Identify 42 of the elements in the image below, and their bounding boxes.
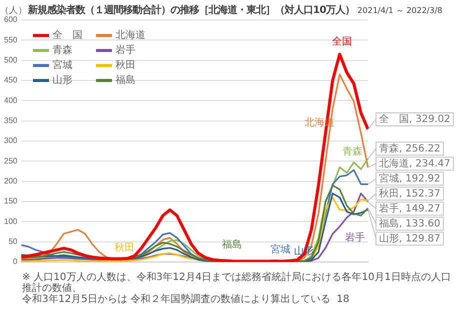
data-label: 宮城, 192.92 bbox=[379, 172, 440, 184]
y-tick-label: 300 bbox=[4, 136, 18, 146]
data-label: 岩手, 149.27 bbox=[379, 202, 440, 214]
y-tick-label: 600 bbox=[4, 15, 18, 24]
y-tick-label: 250 bbox=[4, 156, 18, 166]
legend-label: 山形 bbox=[51, 74, 74, 87]
legend-label: 秋田 bbox=[114, 58, 136, 72]
y-tick-label: 350 bbox=[4, 116, 18, 126]
text: ※ 人口10万人の人数は、令和3年12月4日までは総務省統計局における各年10月1日時点の人口推計の数値、 bbox=[22, 272, 452, 294]
legend-label: 宮城 bbox=[51, 58, 74, 72]
y-tick-label: 100 bbox=[4, 216, 18, 226]
legend-label: 福島 bbox=[114, 74, 136, 87]
y-tick-label: 400 bbox=[4, 96, 18, 105]
annotation: 宮城 bbox=[270, 243, 290, 256]
annotation: 岩手 bbox=[344, 231, 365, 244]
y-tick-label: 150 bbox=[4, 196, 18, 206]
text: 18 bbox=[336, 294, 350, 305]
annotation: 福島 bbox=[222, 238, 242, 251]
data-label: 全 国, 329.02 bbox=[379, 112, 450, 125]
legend-label: 全 国 bbox=[51, 29, 82, 42]
text: 2021/4/1 ～ 2022/3/8 bbox=[357, 6, 442, 15]
legend-label: 岩手 bbox=[114, 44, 136, 57]
data-label: 秋田, 152.37 bbox=[379, 187, 440, 200]
annotation: 青森 bbox=[342, 145, 362, 158]
annotation: 山形 bbox=[294, 245, 314, 258]
legend-label: 青森 bbox=[51, 44, 74, 57]
annotation: 全国 bbox=[332, 35, 352, 48]
y-tick-label: 200 bbox=[4, 176, 18, 186]
data-label: 山形, 129.87 bbox=[379, 232, 440, 244]
y-tick-label: 50 bbox=[8, 237, 18, 246]
y-tick-label: 500 bbox=[4, 56, 18, 65]
y-tick-label: 550 bbox=[4, 35, 18, 44]
y-tick-label: 0 bbox=[12, 257, 18, 266]
chart-title: 新規感染者数（１週間移動合計）の推移［北海道・東北］（対人口10万人） bbox=[28, 5, 354, 16]
text: 令和3年12月5日からは 令和２年国勢調査の数値により算出している bbox=[22, 294, 331, 305]
data-label: 青森, 256.22 bbox=[379, 142, 440, 154]
y-axis-title: （人） bbox=[0, 4, 27, 16]
data-label: 福島, 133.60 bbox=[379, 217, 440, 230]
y-tick-label: 450 bbox=[4, 76, 18, 85]
legend-label: 北海道 bbox=[114, 28, 146, 42]
annotation: 秋田 bbox=[114, 242, 135, 254]
data-label: 北海道, 234.47 bbox=[379, 157, 450, 170]
